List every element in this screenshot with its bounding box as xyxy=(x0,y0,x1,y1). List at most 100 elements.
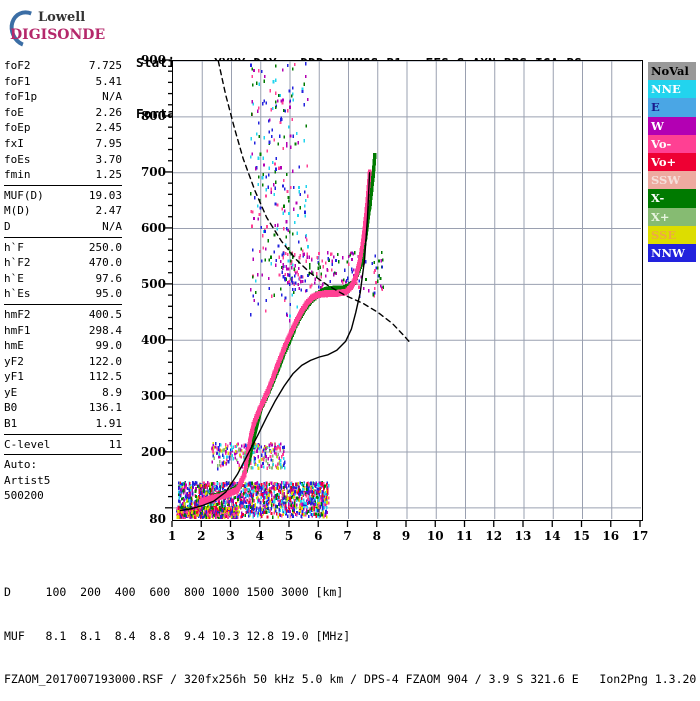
param-value: 136.1 xyxy=(88,401,122,415)
param-row-ye: yE 8.9 xyxy=(4,385,122,401)
param-row-foep: foEp 2.45 xyxy=(4,120,122,136)
x-tick-label: 9 xyxy=(401,529,411,543)
x-tick-label: 8 xyxy=(372,529,381,543)
param-row-yf1: yF1 112.5 xyxy=(4,369,122,385)
legend-item-ssw[interactable]: SSW xyxy=(648,171,696,190)
param-key: D xyxy=(4,219,11,233)
param-key: B0 xyxy=(4,401,18,415)
param-row-hmf2: hmF2 400.5 xyxy=(4,307,122,323)
param-key: foF2 xyxy=(4,59,31,72)
x-tick-label: 5 xyxy=(284,529,294,543)
legend-item-x[interactable]: X+ xyxy=(648,207,696,226)
param-value: 2.26 xyxy=(95,105,123,119)
lowell-digisonde-logo: Lowell DIGISONDE xyxy=(3,4,126,54)
legend-item-vo[interactable]: Vo- xyxy=(648,134,696,153)
x-tick-label: 11 xyxy=(456,529,473,543)
y-tick-label: 500 xyxy=(140,276,166,291)
legend-item-nnw[interactable]: NNW xyxy=(648,243,696,263)
param-key: h`Es xyxy=(4,287,31,301)
x-tick-label: 16 xyxy=(602,529,620,543)
param-value: 298.4 xyxy=(88,323,122,337)
legend-item-sse[interactable]: SSE xyxy=(648,225,696,244)
x-tick-label: 12 xyxy=(485,529,503,543)
param-divider xyxy=(4,303,122,305)
param-key: fxI xyxy=(4,136,24,150)
param-row-hme: hmE 99.0 xyxy=(4,338,122,354)
logo-digisonde-text: DIGISONDE xyxy=(10,27,106,43)
y-tick-label: 900 xyxy=(140,53,166,67)
y-tick-label: 200 xyxy=(140,444,166,459)
param-value: 3.70 xyxy=(95,152,123,166)
param-key: hmF2 xyxy=(4,307,31,321)
param-value: 112.5 xyxy=(88,370,122,384)
ionogram-plot-svg xyxy=(173,61,641,519)
param-row-hmf1: hmF1 298.4 xyxy=(4,323,122,339)
param-key: MUF(D) xyxy=(4,188,44,202)
param-row-fof1: foF1 5.41 xyxy=(4,74,122,90)
y-tick-label: 400 xyxy=(140,332,166,347)
param-divider xyxy=(4,184,122,186)
param-value: 95.0 xyxy=(95,287,123,301)
param-row-foe: foE 2.26 xyxy=(4,105,122,121)
param-row-hes: h`Es 95.0 xyxy=(4,286,122,302)
x-tick-label: 14 xyxy=(543,529,561,543)
y-tick-label: 300 xyxy=(140,388,166,403)
param-key: foEp xyxy=(4,121,31,135)
ionogram-plot[interactable] xyxy=(172,60,643,521)
param-value: 19.03 xyxy=(88,188,122,202)
footer-info: D 100 200 400 600 800 1000 1500 3000 [km… xyxy=(4,556,696,701)
x-tick-label: 6 xyxy=(314,529,323,543)
param-value: 400.5 xyxy=(88,307,122,321)
param-divider xyxy=(4,236,122,238)
param-row-md: M(D) 2.47 xyxy=(4,203,122,219)
param-value: 1.25 xyxy=(95,168,123,182)
param-row-d: D N/A xyxy=(4,219,122,235)
param-key: foF1p xyxy=(4,90,38,104)
legend-item-nne[interactable]: NNE xyxy=(648,80,696,99)
param-value: 7.95 xyxy=(95,136,123,150)
x-tick-label: 2 xyxy=(197,529,206,543)
param-value: 7.725 xyxy=(88,59,122,72)
param-key: h`F2 xyxy=(4,256,31,270)
polarization-legend: NoVal NNE E W Vo- Vo+ SSW X- X+ SSE NNW xyxy=(648,62,696,263)
param-row-foes: foEs 3.70 xyxy=(4,152,122,168)
param-key: B1 xyxy=(4,417,18,431)
legend-item-vo[interactable]: Vo+ xyxy=(648,152,696,172)
param-row-hf2: h`F2 470.0 xyxy=(4,255,122,271)
legend-item-w[interactable]: W xyxy=(648,116,696,135)
param-value: N/A xyxy=(102,219,122,233)
y-tick-label: 600 xyxy=(140,220,166,235)
param-value: 5.41 xyxy=(95,74,123,88)
x-tick-label: 13 xyxy=(514,529,532,543)
param-row-mufd: MUF(D) 19.03 xyxy=(4,188,122,204)
param-divider xyxy=(4,454,122,456)
param-key: hmF1 xyxy=(4,323,31,337)
param-key: hmE xyxy=(4,339,24,353)
param-value: 99.0 xyxy=(95,339,123,353)
param-value: 2.45 xyxy=(95,121,123,135)
param-key: fmin xyxy=(4,168,31,182)
footer-file-row: FZAOM_2017007193000.RSF / 320fx256h 50 k… xyxy=(4,672,697,686)
legend-item-e[interactable]: E xyxy=(648,98,696,117)
param-key: foE xyxy=(4,105,24,119)
param-row-fxi: fxI 7.95 xyxy=(4,136,122,152)
param-key: C-level xyxy=(4,437,51,451)
param-row-yf2: yF2 122.0 xyxy=(4,354,122,370)
param-key: yF2 xyxy=(4,354,24,368)
param-key: M(D) xyxy=(4,204,31,218)
param-key: h`E xyxy=(4,271,24,285)
param-divider xyxy=(4,433,122,435)
legend-item-x[interactable]: X- xyxy=(648,189,696,208)
param-value: 122.0 xyxy=(88,354,122,368)
footer-d-row: D 100 200 400 600 800 1000 1500 3000 [km… xyxy=(4,585,344,599)
param-row-fof2: foF2 7.725 xyxy=(4,58,122,74)
param-row-clevel: C-level 11 xyxy=(4,437,122,453)
param-key: yF1 xyxy=(4,370,24,384)
x-tick-label: 7 xyxy=(343,529,352,543)
x-tick-label: 4 xyxy=(255,529,264,543)
param-value: N/A xyxy=(102,90,122,104)
x-tick-label: 10 xyxy=(426,529,444,543)
legend-item-noval[interactable]: NoVal xyxy=(648,62,696,81)
param-value: 8.9 xyxy=(102,385,122,399)
logo-lowell-text: Lowell xyxy=(38,10,86,25)
